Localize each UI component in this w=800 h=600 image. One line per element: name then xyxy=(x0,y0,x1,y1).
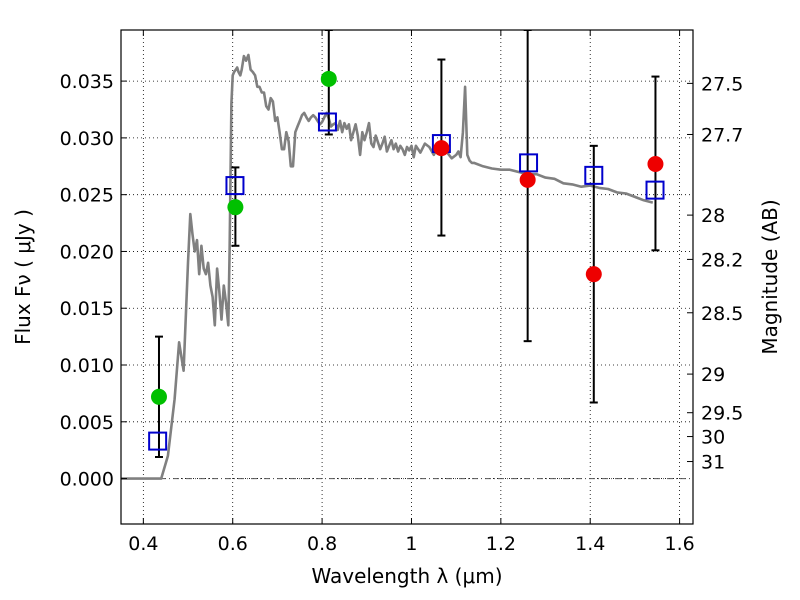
right-tick-label: 31 xyxy=(701,452,725,474)
open-square-marker xyxy=(225,176,245,196)
circle-marker xyxy=(519,171,536,188)
open-square-marker xyxy=(148,431,168,451)
y-tick-label: 0.005 xyxy=(60,412,114,434)
right-tick-label: 28.5 xyxy=(701,303,743,325)
data-markers xyxy=(148,70,665,451)
circle-marker xyxy=(647,156,664,173)
right-axis-label: Magnitude (AB) xyxy=(758,199,782,354)
y-tick-label: 0.020 xyxy=(60,241,114,263)
circle-marker xyxy=(320,70,337,87)
x-tick-label: 0.8 xyxy=(307,533,337,555)
circle-marker xyxy=(150,388,167,405)
plot-frame xyxy=(120,29,694,525)
open-square-marker xyxy=(317,112,337,132)
y-tick-labels: 0.000 0.005 0.010 0.015 0.020 0.025 0.030 0.035 xyxy=(60,71,114,490)
x-tick-label: 1.4 xyxy=(575,533,605,555)
y-tick-label: 0.000 xyxy=(60,469,114,491)
right-tick-labels: 27.5 27.7 28 28.2 28.5 29 29.530 31 xyxy=(701,73,743,473)
x-tick-label: 0.6 xyxy=(218,533,248,555)
y-tick-label: 0.015 xyxy=(60,298,114,320)
y-tick-label: 0.035 xyxy=(60,71,114,93)
plot-background xyxy=(121,30,693,524)
right-tick-label: 27.5 xyxy=(701,73,743,95)
y-tick-label: 0.010 xyxy=(60,355,114,377)
circle-marker xyxy=(433,140,450,157)
right-tick-label: 29 xyxy=(701,364,725,386)
open-square-marker xyxy=(645,180,665,200)
right-tick-label: 28 xyxy=(701,205,725,227)
right-tick-label: 30 xyxy=(701,427,725,449)
open-square-marker xyxy=(519,153,539,173)
x-tick-label: 0.4 xyxy=(128,533,158,555)
x-tick-label: 1.6 xyxy=(664,533,694,555)
y-tick-label: 0.025 xyxy=(60,185,114,207)
circle-marker xyxy=(585,266,602,283)
axis-ticks xyxy=(121,30,693,524)
grid-lines xyxy=(121,30,693,524)
right-tick-label: 29.5 xyxy=(701,403,743,425)
sed-model-curve xyxy=(121,53,654,480)
right-tick-label: 27.7 xyxy=(701,124,743,146)
x-tick-labels: 0.4 0.6 0.8 1 1.2 1.4 1.6 xyxy=(128,533,694,555)
x-tick-label: 1 xyxy=(405,533,417,555)
x-tick-label: 1.2 xyxy=(486,533,516,555)
right-tick-label: 28.2 xyxy=(701,249,743,271)
circle-marker xyxy=(227,199,244,216)
x-axis-label: Wavelength λ (μm) xyxy=(311,564,502,588)
y-tick-label: 0.030 xyxy=(60,128,114,150)
open-square-marker xyxy=(584,165,604,185)
y-axis-label: Flux Fν ( μJy ) xyxy=(11,209,35,345)
sed-model-curve-group xyxy=(121,53,654,480)
